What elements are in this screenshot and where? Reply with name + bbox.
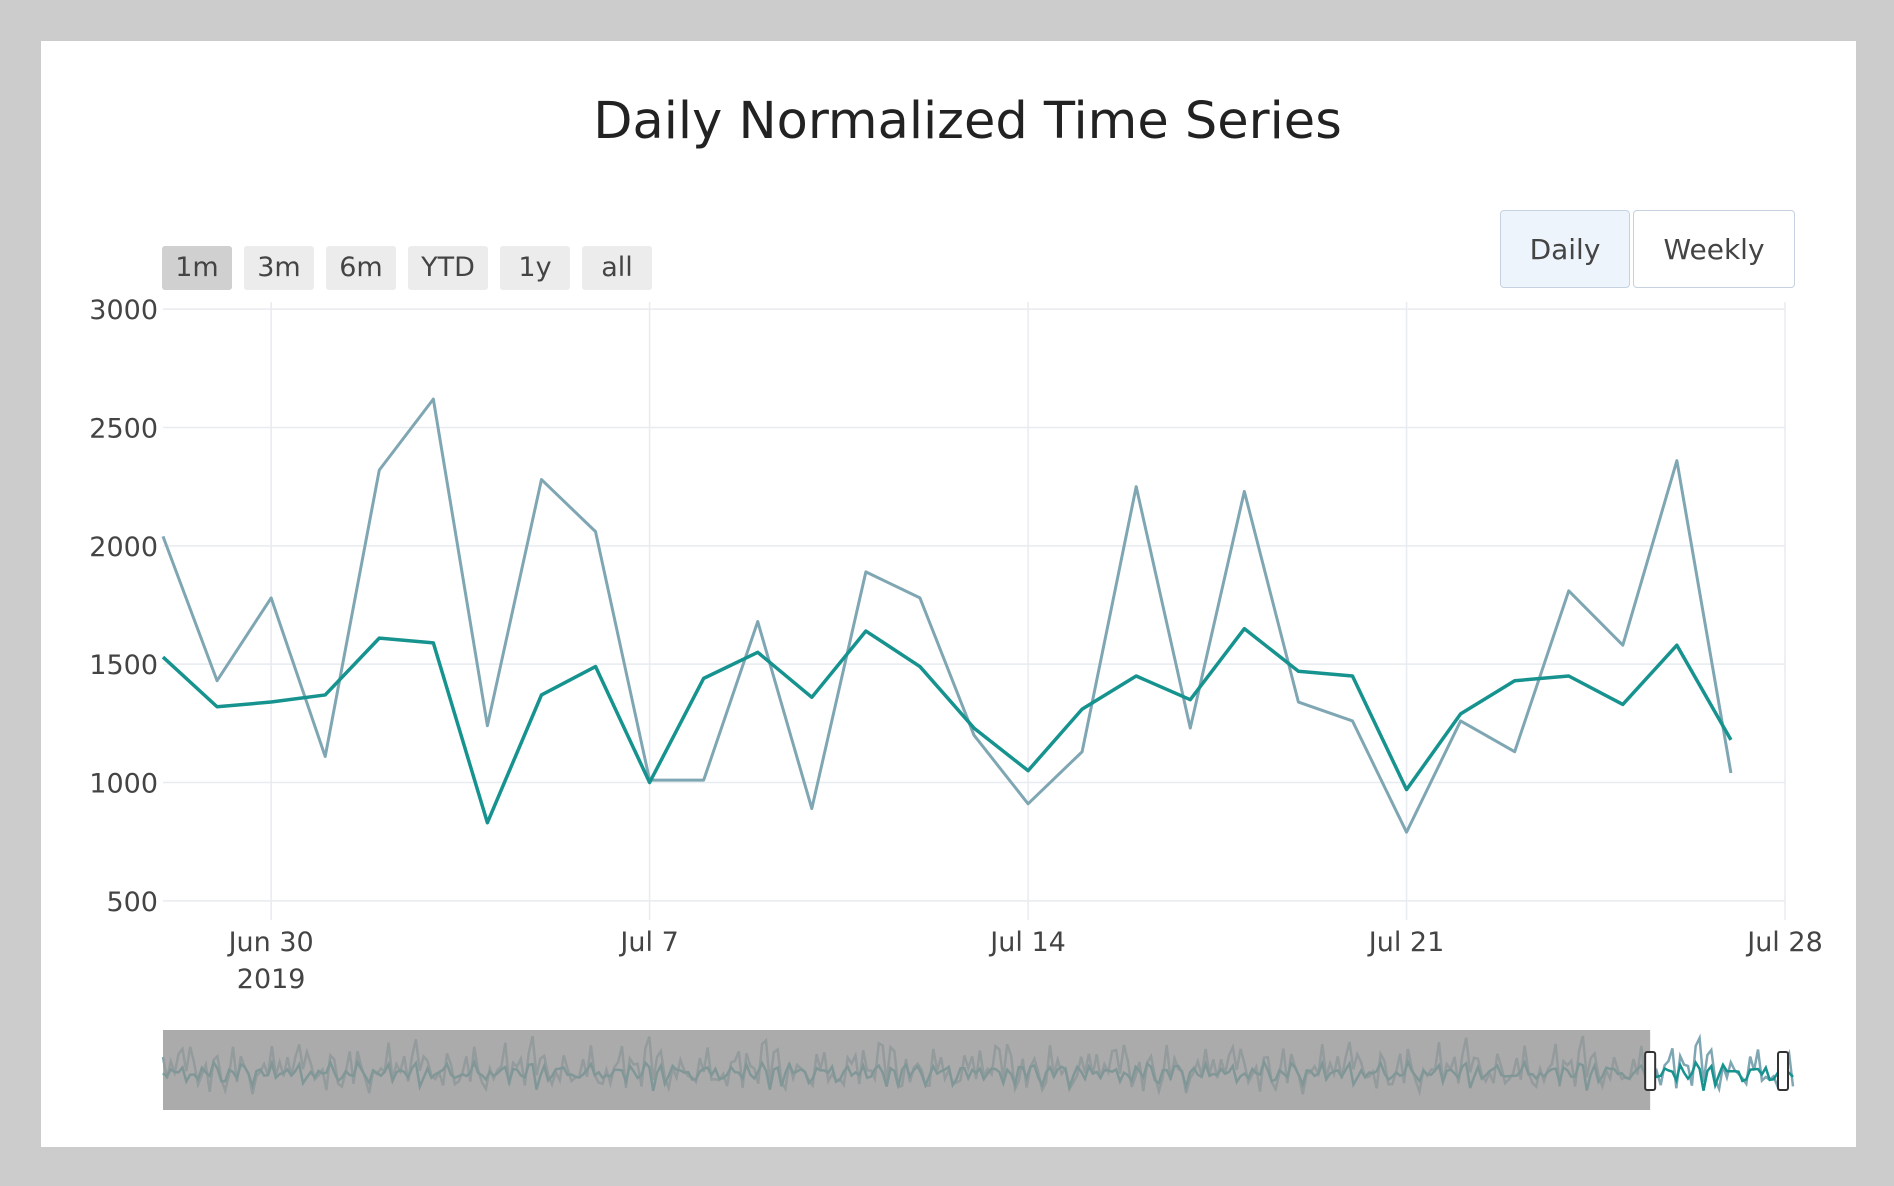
x-tick-sublabel: 2019 [237, 964, 306, 995]
y-tick-label: 2500 [89, 414, 158, 445]
range-button-1m[interactable]: 1m [162, 246, 232, 290]
series-line-1 [161, 397, 1733, 834]
slider-left-handle[interactable] [1644, 1051, 1657, 1091]
range-button-all[interactable]: all [582, 246, 652, 290]
series-layer [161, 397, 1733, 834]
range-button-1y[interactable]: 1y [500, 246, 570, 290]
range-button-6m[interactable]: 6m [326, 246, 396, 290]
slider-mask [163, 1030, 1651, 1110]
y-tick-label: 1000 [89, 769, 158, 800]
x-tick-label: Jul 14 [988, 927, 1066, 958]
slider-right-handle[interactable] [1777, 1051, 1789, 1091]
x-tick-label: Jul 7 [618, 927, 678, 958]
x-tick-label: Jun 30 [227, 927, 314, 958]
y-tick-label: 500 [106, 887, 158, 918]
weekly-button[interactable]: Weekly [1633, 210, 1795, 288]
x-tick-label: Jul 28 [1745, 927, 1823, 958]
series-line-2 [161, 626, 1733, 825]
daily-button[interactable]: Daily [1500, 210, 1630, 288]
range-slider[interactable] [161, 1030, 1795, 1110]
range-button-3m[interactable]: 3m [244, 246, 314, 290]
grid [163, 302, 1786, 920]
y-tick-label: 1500 [89, 650, 158, 681]
y-tick-label: 2000 [89, 532, 158, 563]
range-button-ytd[interactable]: YTD [408, 246, 488, 290]
x-tick-label: Jul 21 [1367, 927, 1445, 958]
y-axis: 500 1000 1500 2000 2500 3000 [89, 295, 158, 918]
y-tick-label: 3000 [89, 295, 158, 326]
chart-title: Daily Normalized Time Series [593, 92, 1342, 151]
x-axis: Jun 30 2019 Jul 7 Jul 14 Jul 21 Jul 28 [227, 927, 1823, 995]
